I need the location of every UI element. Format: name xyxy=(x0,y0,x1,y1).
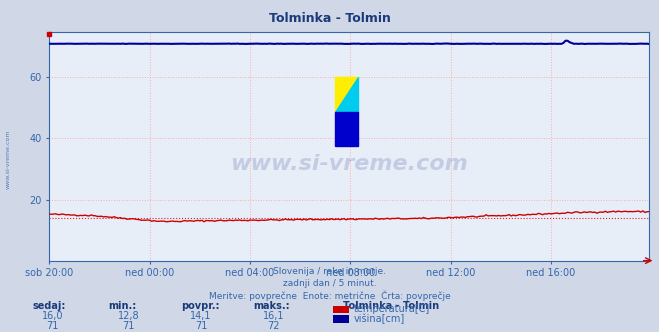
Text: sedaj:: sedaj: xyxy=(33,301,67,311)
Text: 16,0: 16,0 xyxy=(42,311,63,321)
Bar xyxy=(335,112,358,146)
Text: maks.:: maks.: xyxy=(254,301,291,311)
Text: 14,1: 14,1 xyxy=(190,311,212,321)
Text: 16,1: 16,1 xyxy=(263,311,284,321)
Text: temperatura[C]: temperatura[C] xyxy=(354,304,430,314)
Text: 71: 71 xyxy=(123,321,134,331)
Text: 71: 71 xyxy=(47,321,59,331)
Text: 72: 72 xyxy=(268,321,279,331)
Text: Meritve: povprečne  Enote: metrične  Črta: povprečje: Meritve: povprečne Enote: metrične Črta:… xyxy=(209,290,450,301)
Text: www.si-vreme.com: www.si-vreme.com xyxy=(5,129,11,189)
Text: Tolminka - Tolmin: Tolminka - Tolmin xyxy=(269,12,390,25)
Polygon shape xyxy=(335,77,358,112)
Text: min.:: min.: xyxy=(109,301,137,311)
Text: povpr.:: povpr.: xyxy=(181,301,219,311)
Text: 12,8: 12,8 xyxy=(118,311,139,321)
Text: višina[cm]: višina[cm] xyxy=(354,314,405,324)
Text: 71: 71 xyxy=(195,321,207,331)
Text: Tolminka - Tolmin: Tolminka - Tolmin xyxy=(343,301,439,311)
Text: www.si-vreme.com: www.si-vreme.com xyxy=(231,154,468,174)
Text: zadnji dan / 5 minut.: zadnji dan / 5 minut. xyxy=(283,279,376,288)
Text: Slovenija / reke in morje.: Slovenija / reke in morje. xyxy=(273,267,386,276)
Polygon shape xyxy=(335,77,358,112)
